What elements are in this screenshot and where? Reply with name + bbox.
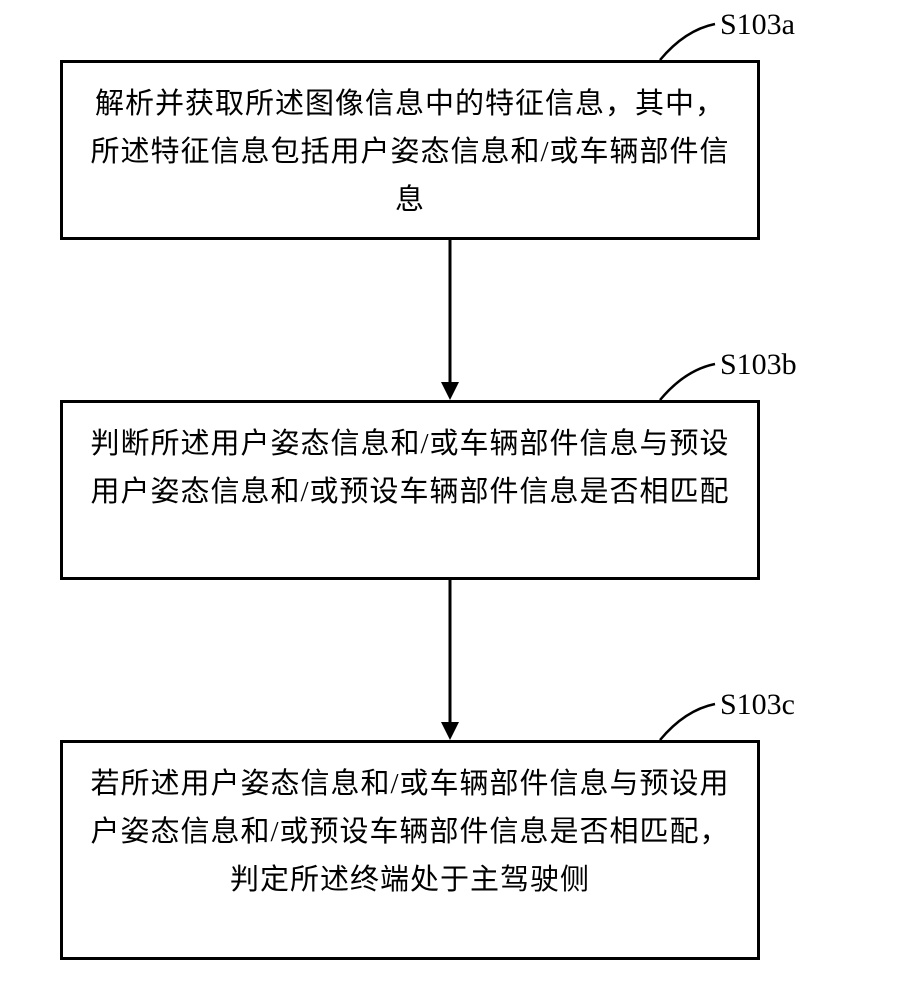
- arrow-2-3: [430, 580, 470, 740]
- flow-label-1: S103a: [720, 8, 795, 42]
- flow-node-3: 若所述用户姿态信息和/或车辆部件信息与预设用户姿态信息和/或预设车辆部件信息是否…: [60, 740, 760, 960]
- flow-node-2: 判断所述用户姿态信息和/或车辆部件信息与预设用户姿态信息和/或预设车辆部件信息是…: [60, 400, 760, 580]
- flow-node-1-text: 解析并获取所述图像信息中的特征信息，其中，所述特征信息包括用户姿态信息和/或车辆…: [83, 81, 737, 225]
- flow-node-3-text: 若所述用户姿态信息和/或车辆部件信息与预设用户姿态信息和/或预设车辆部件信息是否…: [83, 761, 737, 905]
- flow-node-2-text: 判断所述用户姿态信息和/或车辆部件信息与预设用户姿态信息和/或预设车辆部件信息是…: [83, 421, 737, 517]
- flow-label-2: S103b: [720, 348, 797, 382]
- arrow-1-2: [430, 240, 470, 400]
- flow-label-3: S103c: [720, 688, 795, 722]
- flow-node-1: 解析并获取所述图像信息中的特征信息，其中，所述特征信息包括用户姿态信息和/或车辆…: [60, 60, 760, 240]
